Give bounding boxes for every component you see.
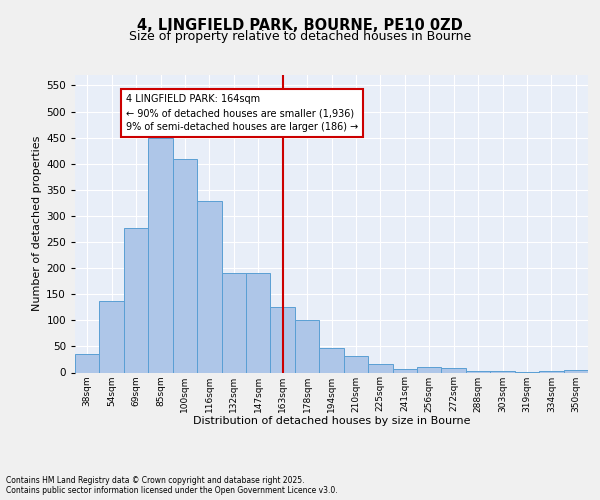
Bar <box>344 356 368 372</box>
Text: Contains HM Land Registry data © Crown copyright and database right 2025.
Contai: Contains HM Land Registry data © Crown c… <box>6 476 338 495</box>
Bar <box>148 138 173 372</box>
Y-axis label: Number of detached properties: Number of detached properties <box>32 136 42 312</box>
Bar <box>442 368 466 372</box>
Bar <box>100 301 124 372</box>
Bar <box>368 364 392 372</box>
Bar <box>392 370 417 372</box>
X-axis label: Distribution of detached houses by size in Bourne: Distribution of detached houses by size … <box>193 416 470 426</box>
Text: Size of property relative to detached houses in Bourne: Size of property relative to detached ho… <box>129 30 471 43</box>
Bar <box>197 202 221 372</box>
Bar <box>319 348 344 372</box>
Bar <box>124 228 148 372</box>
Bar <box>466 371 490 372</box>
Bar <box>563 370 588 372</box>
Bar <box>295 320 319 372</box>
Bar <box>75 354 100 372</box>
Bar <box>417 368 442 372</box>
Bar <box>271 308 295 372</box>
Text: 4 LINGFIELD PARK: 164sqm
← 90% of detached houses are smaller (1,936)
9% of semi: 4 LINGFIELD PARK: 164sqm ← 90% of detach… <box>127 94 359 132</box>
Text: 4, LINGFIELD PARK, BOURNE, PE10 0ZD: 4, LINGFIELD PARK, BOURNE, PE10 0ZD <box>137 18 463 32</box>
Bar <box>246 274 271 372</box>
Bar <box>221 274 246 372</box>
Bar <box>173 158 197 372</box>
